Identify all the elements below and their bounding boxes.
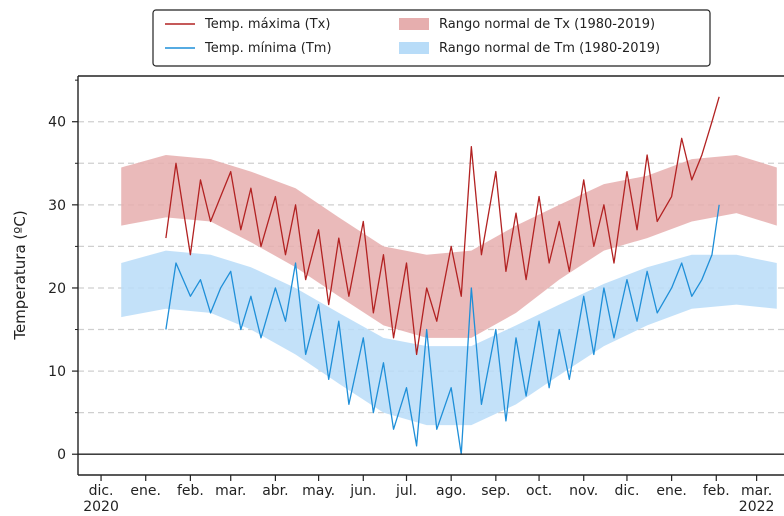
series-line-temp-m-nima-tm- [165, 204, 720, 455]
x-tick-label: sep. [481, 483, 510, 499]
x-tick-year-label: 2020 [83, 499, 119, 515]
normal-range-bands [121, 154, 777, 426]
x-tick-label: abr. [262, 483, 288, 499]
x-tick-label: jul. [395, 483, 417, 499]
x-tick-label: ene. [130, 483, 161, 499]
temperature-lines [165, 96, 720, 455]
legend-swatch-band [399, 42, 429, 54]
y-tick-label: 20 [48, 281, 66, 297]
legend-label: Rango normal de Tm (1980-2019) [439, 41, 660, 56]
x-tick-label: mar. [215, 483, 246, 499]
x-tick-year-label: 2022 [739, 499, 775, 515]
x-tick-label: jun. [349, 483, 376, 499]
legend-box [152, 9, 711, 67]
band-rango-normal-de-tx-1980-2019- [121, 154, 777, 338]
x-tick-label: may. [302, 483, 335, 499]
x-tick-label: oct. [526, 483, 552, 499]
x-tick-label: dic. [89, 483, 114, 499]
x-tick-label: ago. [436, 483, 466, 499]
x-tick-label: feb. [177, 483, 204, 499]
y-tick-label: 0 [57, 447, 66, 463]
x-tick-label: ene. [656, 483, 687, 499]
x-tick-label: mar. [741, 483, 772, 499]
x-tick-label: feb. [703, 483, 730, 499]
legend-label: Temp. máxima (Tx) [204, 17, 330, 32]
legend-label: Temp. mínima (Tm) [204, 41, 332, 56]
legend-label: Rango normal de Tx (1980-2019) [439, 17, 655, 32]
legend: Temp. máxima (Tx) Rango normal de Tx (198… [152, 9, 711, 67]
band-rango-normal-de-tm-1980-2019- [121, 250, 777, 426]
y-axis-title: Temperatura (ºC) [11, 210, 29, 340]
y-tick-label: 10 [48, 364, 66, 380]
series-line-temp-m-xima-tx- [165, 96, 720, 356]
x-tick-label: nov. [569, 483, 598, 499]
y-tick-label: 40 [48, 115, 66, 131]
legend-swatch-band [399, 18, 429, 30]
y-tick-label: 30 [48, 198, 66, 214]
x-tick-label: dic. [614, 483, 639, 499]
